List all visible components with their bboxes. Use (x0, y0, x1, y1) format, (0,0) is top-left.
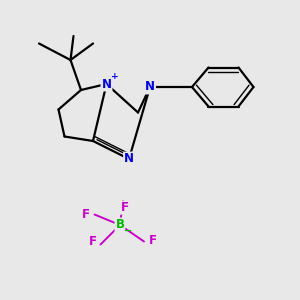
Text: −: − (124, 225, 133, 236)
Text: +: + (111, 72, 119, 81)
Text: F: F (82, 208, 89, 221)
Text: N: N (101, 77, 112, 91)
Text: F: F (148, 233, 156, 247)
Text: B: B (116, 218, 124, 232)
Text: F: F (89, 235, 97, 248)
Text: N: N (124, 152, 134, 166)
Text: F: F (121, 201, 128, 214)
Text: N: N (145, 80, 155, 94)
